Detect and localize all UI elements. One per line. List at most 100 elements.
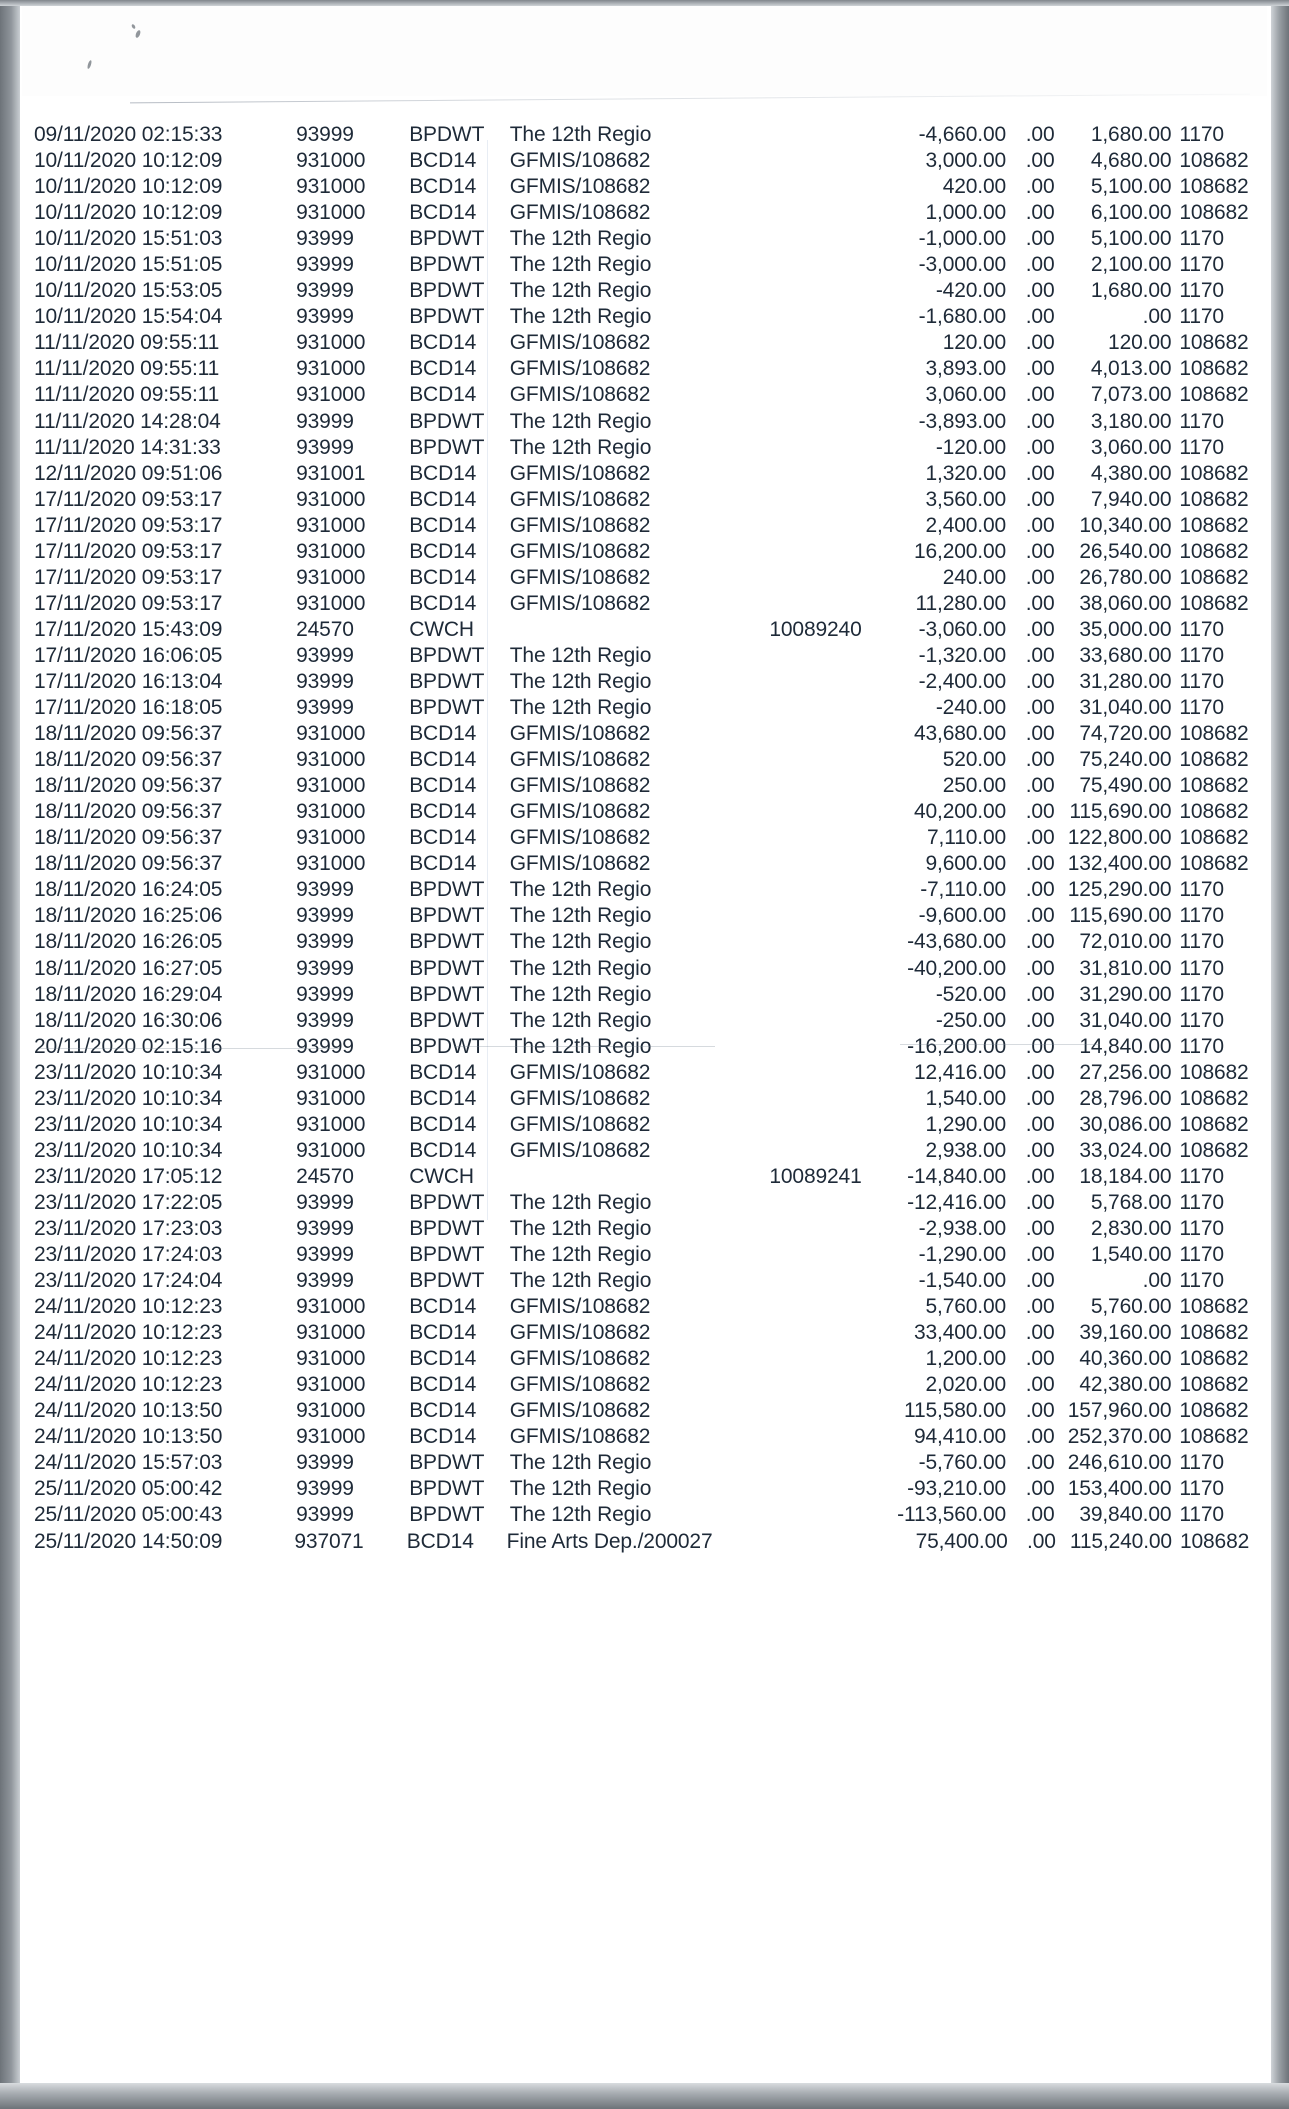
- cell-zero: .00: [1025, 852, 1055, 876]
- cell-zero: .00: [1025, 696, 1055, 720]
- table-row: 18/11/2020 09:56:37 931000 BCD14 GFMIS/1086…: [22, 851, 1262, 877]
- table-row: 11/11/2020 09:55:11 931000 BCD14 GFMIS/1086…: [22, 330, 1262, 356]
- table-row: 10/11/2020 15:51:03 93999 BPDWT The 12th Re…: [22, 226, 1262, 252]
- table-row: 23/11/2020 10:10:34 931000 BCD14 GFMIS/1086…: [22, 1112, 1262, 1138]
- table-row: 25/11/2020 05:00:42 93999 BPDWT The 12th Re…: [22, 1476, 1262, 1502]
- cell-amount: 420.00: [942, 175, 1007, 199]
- table-row: 18/11/2020 16:30:06 93999 BPDWT The 12th Re…: [22, 1008, 1262, 1034]
- cell-datetime: 10/11/2020 15:53:05: [34, 279, 223, 303]
- cell-datetime: 24/11/2020 10:12:23: [34, 1373, 223, 1397]
- cell-ref: 1170: [1179, 1216, 1224, 1240]
- cell-amount: -520.00: [935, 982, 1007, 1006]
- cell-balance: 31,040.00: [1079, 696, 1172, 720]
- cell-code: BCD14: [409, 1347, 477, 1371]
- cell-balance: 18,184.00: [1079, 1164, 1172, 1188]
- cell-description: GFMIS/108682: [509, 748, 651, 772]
- cell-description: The 12th Regio: [509, 1243, 652, 1267]
- cell-description: The 12th Regio: [509, 123, 652, 146]
- cell-balance: 5,760.00: [1090, 1295, 1172, 1319]
- table-row: 23/11/2020 17:05:12 24570 CWCH 10089241 -14,…: [22, 1164, 1262, 1190]
- cell-amount: 12,416.00: [913, 1060, 1007, 1084]
- cell-amount: 115,580.00: [903, 1399, 1007, 1423]
- cell-datetime: 17/11/2020 09:53:17: [34, 565, 223, 589]
- cell-balance: 74,720.00: [1079, 722, 1172, 746]
- cell-account: 931000: [296, 1138, 366, 1162]
- cell-description: GFMIS/108682: [509, 852, 651, 876]
- table-row: 17/11/2020 16:18:05 93999 BPDWT The 12th Re…: [22, 695, 1262, 721]
- cell-balance: 125,290.00: [1067, 878, 1172, 902]
- cell-account: 931000: [296, 539, 366, 563]
- cell-ref: 1170: [1179, 1243, 1224, 1267]
- cell-datetime: 11/11/2020 09:55:11: [34, 383, 220, 407]
- cell-datetime: 11/11/2020 09:55:11: [34, 331, 220, 355]
- cell-balance: 42,380.00: [1079, 1373, 1172, 1397]
- cell-description: The 12th Regio: [509, 1216, 652, 1240]
- cell-datetime: 17/11/2020 15:43:09: [34, 617, 223, 641]
- cell-balance: 72,010.00: [1079, 930, 1172, 954]
- table-row: 10/11/2020 10:12:09 931000 BCD14 GFMIS/1086…: [22, 174, 1262, 200]
- cell-ref: 108682: [1179, 1295, 1249, 1319]
- cell-datetime: 11/11/2020 09:55:11: [34, 357, 220, 381]
- cell-datetime: 18/11/2020 16:26:05: [34, 930, 223, 954]
- cell-account: 931000: [296, 1321, 366, 1345]
- cell-account: 93999: [296, 982, 354, 1006]
- cell-code: BPDWT: [409, 305, 485, 329]
- cell-description: The 12th Regio: [509, 1008, 652, 1032]
- cell-balance: 132,400.00: [1067, 852, 1172, 876]
- table-row: 23/11/2020 17:24:03 93999 BPDWT The 12th Re…: [22, 1242, 1262, 1268]
- cell-code: BCD14: [409, 722, 477, 746]
- cell-amount: 3,000.00: [925, 149, 1007, 173]
- cell-zero: .00: [1025, 1138, 1055, 1162]
- cell-description: GFMIS/108682: [509, 774, 651, 798]
- table-row: 23/11/2020 10:10:34 931000 BCD14 GFMIS/1086…: [22, 1060, 1262, 1086]
- cell-description: GFMIS/108682: [509, 539, 651, 563]
- table-row: 17/11/2020 09:53:17 931000 BCD14 GFMIS/1086…: [22, 513, 1262, 539]
- cell-datetime: 23/11/2020 10:10:34: [34, 1112, 223, 1136]
- cell-account: 93999: [296, 930, 354, 954]
- cell-code: BCD14: [409, 1321, 477, 1345]
- cell-ref: 1170: [1179, 1164, 1224, 1188]
- cell-description: The 12th Regio: [509, 435, 652, 459]
- cell-description: The 12th Regio: [509, 253, 652, 277]
- cell-description: GFMIS/108682: [509, 826, 651, 850]
- cell-code: BCD14: [409, 149, 477, 173]
- cell-account: 93999: [296, 956, 354, 980]
- cell-ref: 108682: [1179, 487, 1249, 511]
- cell-account: 93999: [296, 1034, 354, 1058]
- cell-description: Fine Arts Dep./200027: [506, 1529, 713, 1553]
- cell-ref: 108682: [1179, 539, 1249, 563]
- cell-description: GFMIS/108682: [509, 1060, 651, 1084]
- scanner-edge-left: [0, 0, 20, 2109]
- cell-code: BCD14: [409, 852, 477, 876]
- cell-datetime: 24/11/2020 10:12:23: [34, 1321, 223, 1345]
- cell-datetime: 10/11/2020 10:12:09: [34, 201, 223, 225]
- table-row: 10/11/2020 15:51:05 93999 BPDWT The 12th Re…: [22, 252, 1262, 278]
- cell-code: BPDWT: [409, 1008, 485, 1032]
- cell-account: 931000: [296, 852, 366, 876]
- cell-account: 93999: [296, 1243, 354, 1267]
- cell-datetime: 23/11/2020 17:22:05: [34, 1190, 223, 1214]
- cell-description: GFMIS/108682: [509, 175, 651, 199]
- table-row: 23/11/2020 10:10:34 931000 BCD14 GFMIS/1086…: [22, 1086, 1262, 1112]
- cell-ref: 1170: [1179, 696, 1224, 720]
- cell-amount: 1,200.00: [925, 1347, 1007, 1371]
- table-row: 17/11/2020 09:53:17 931000 BCD14 GFMIS/1086…: [22, 591, 1262, 617]
- cell-account: 24570: [296, 617, 354, 641]
- table-row: 17/11/2020 16:13:04 93999 BPDWT The 12th Re…: [22, 669, 1262, 695]
- cell-account: 24570: [296, 1164, 354, 1188]
- cell-ref: 1170: [1179, 643, 1224, 667]
- cell-description: GFMIS/108682: [509, 513, 651, 537]
- cell-ref: 108682: [1179, 383, 1249, 407]
- cell-balance: 153,400.00: [1067, 1477, 1172, 1501]
- cell-datetime: 24/11/2020 10:13:50: [34, 1399, 223, 1423]
- cell-balance: 31,040.00: [1079, 1008, 1172, 1032]
- cell-amount: 11,280.00: [915, 591, 1007, 615]
- cell-code: BPDWT: [409, 904, 485, 928]
- cell-account: 931000: [296, 383, 366, 407]
- cell-description: The 12th Regio: [509, 956, 652, 980]
- cell-balance: 33,680.00: [1079, 643, 1172, 667]
- cell-ref: 1170: [1179, 669, 1224, 693]
- cell-account: 931000: [296, 1373, 366, 1397]
- cell-zero: .00: [1025, 1373, 1055, 1397]
- cell-balance: 5,768.00: [1090, 1190, 1172, 1214]
